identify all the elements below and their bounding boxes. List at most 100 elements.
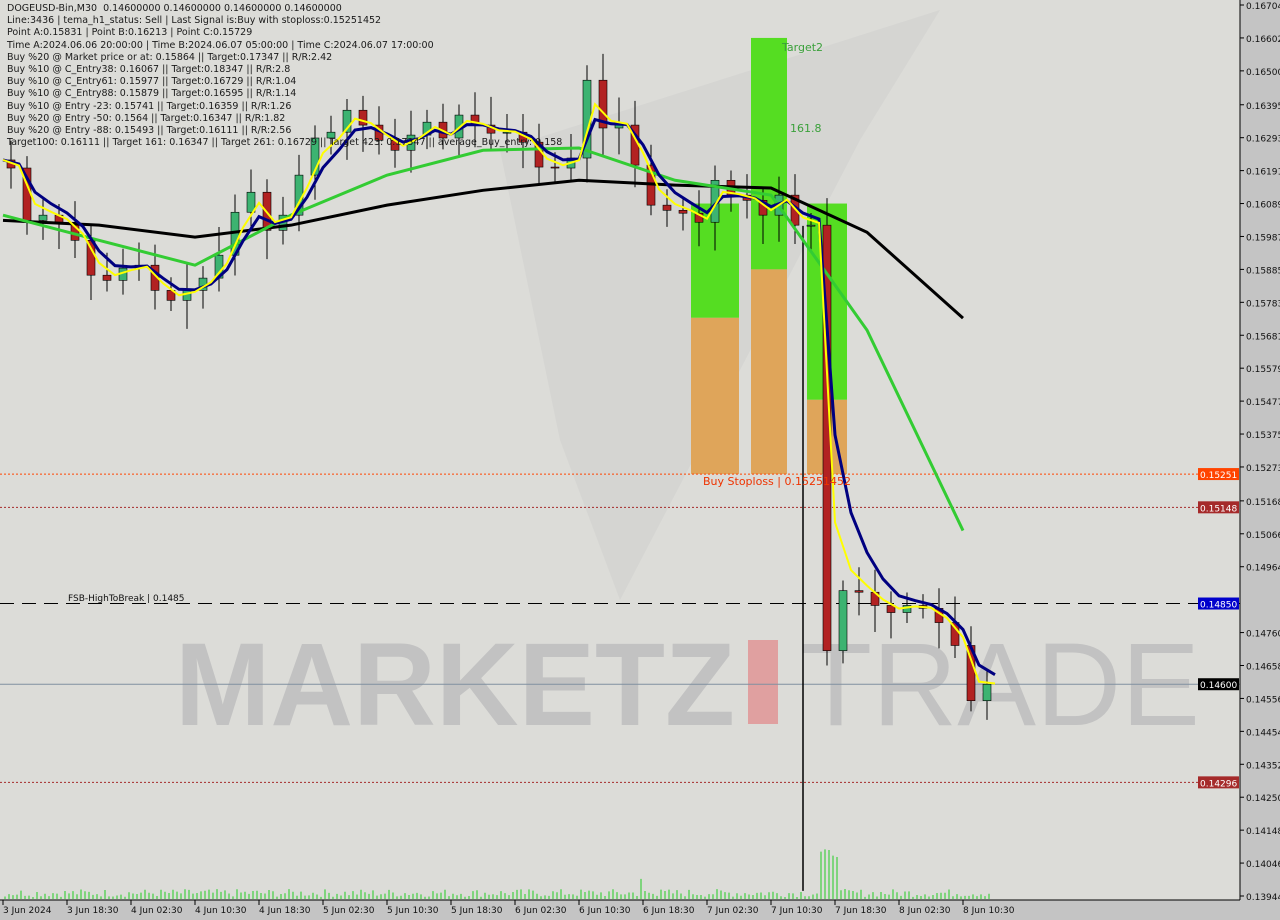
fib-label: 161.8: [790, 122, 822, 135]
candle: [982, 669, 992, 720]
price-level-tag-label: 0.14600: [1200, 681, 1237, 691]
x-tick-label: 4 Jun 10:30: [195, 906, 247, 916]
price-axis[interactable]: 0.16704 0.16602 0.16500 0.16395 0.16293 0.161…: [1240, 2, 1280, 903]
price-level-tag: [1198, 678, 1239, 691]
x-tick-label: 3 Jun 2024: [3, 906, 52, 916]
bull-candle-body: [182, 290, 192, 301]
y-tick-label: 0.14760: [1246, 630, 1280, 640]
y-tick-label: 0.15987: [1246, 233, 1280, 243]
price-level-tag-label: 0.15251: [1200, 471, 1237, 481]
x-tick-label: 7 Jun 18:30: [835, 906, 887, 916]
bull-candle-body: [342, 109, 352, 133]
time-axis[interactable]: 3 Jun 2024 3 Jun 18:30 4 Jun 02:30 4 Jun 10…: [2, 900, 1015, 916]
bull-candle-body: [326, 131, 336, 139]
price-level-tag-label: 0.14850: [1200, 601, 1237, 611]
candle: [326, 115, 336, 155]
y-tick-label: 0.14658: [1246, 663, 1280, 673]
info-line: Line:3436 | tema_h1_status: Sell | Last …: [7, 15, 382, 27]
x-tick-label: 6 Jun 10:30: [579, 906, 631, 916]
candle: [854, 567, 864, 616]
x-tick-label: 8 Jun 02:30: [899, 906, 951, 916]
info-line: Buy %20 @ Market price or at: 0.15864 ||…: [7, 51, 333, 63]
info-line: Buy %10 @ C_Entry88: 0.15879 || Target:0…: [7, 88, 297, 100]
fast-moving-average-line: [2, 117, 996, 676]
buy-stoploss-label: Buy Stoploss | 0.15251452: [703, 475, 851, 488]
y-tick-label: 0.16704: [1246, 2, 1280, 12]
bull-candle-body: [982, 683, 992, 701]
x-tick-label: 5 Jun 18:30: [451, 906, 503, 916]
price-level-tag: [1198, 468, 1239, 481]
info-line: DOGEUSD-Bin,M30 0.14600000 0.14600000 0.…: [7, 3, 342, 14]
y-tick-label: 0.15168: [1246, 498, 1280, 508]
y-tick-label: 0.16191: [1246, 168, 1280, 178]
bear-candle-body: [550, 166, 560, 169]
y-tick-label: 0.15579: [1246, 365, 1280, 375]
bull-candle-body: [38, 214, 48, 221]
y-tick-label: 0.15885: [1246, 266, 1280, 276]
x-tick-label: 5 Jun 10:30: [387, 906, 439, 916]
indicator-info-panel: DOGEUSD-Bin,M30 0.14600000 0.14600000 0.…: [7, 3, 562, 149]
y-tick-label: 0.16089: [1246, 201, 1280, 211]
y-tick-label: 0.14148: [1246, 827, 1280, 837]
candle: [358, 95, 368, 152]
info-line: Target100: 0.16111 || Target 161: 0.1634…: [7, 137, 563, 149]
bull-candle-body: [806, 224, 816, 227]
bear-candle-body: [598, 79, 608, 129]
bear-candle-body: [678, 210, 688, 214]
y-tick-label: 0.14250: [1246, 794, 1280, 804]
bear-candle-body: [358, 109, 368, 126]
bear-candle-body: [854, 590, 864, 593]
candle: [598, 53, 608, 157]
y-tick-label: 0.15273: [1246, 464, 1280, 474]
watermark-right: TRADE: [800, 619, 1200, 751]
target-zone: [751, 37, 787, 270]
bear-candle-body: [102, 274, 112, 281]
y-tick-label: 0.16602: [1246, 35, 1280, 45]
watermark-left: MARKETZ: [175, 619, 735, 751]
x-tick-label: 3 Jun 18:30: [67, 906, 119, 916]
price-level-tag: [1198, 501, 1239, 514]
info-line: Point A:0.15831 | Point B:0.16213 | Poin…: [7, 27, 253, 39]
info-line: Time A:2024.06.06 20:00:00 | Time B:2024…: [7, 39, 434, 51]
y-tick-label: 0.14454: [1246, 728, 1280, 738]
bull-candle-body: [502, 131, 512, 134]
watermark-bar: [748, 640, 778, 724]
y-tick-label: 0.15375: [1246, 431, 1280, 441]
bear-candle-body: [886, 605, 896, 613]
x-tick-label: 7 Jun 02:30: [707, 906, 759, 916]
x-tick-label: 6 Jun 02:30: [515, 906, 567, 916]
info-line: Buy %10 @ C_Entry38: 0.16067 || Target:0…: [7, 63, 291, 75]
candle: [502, 114, 512, 153]
y-tick-label: 0.15783: [1246, 299, 1280, 309]
y-tick-label: 0.16500: [1246, 68, 1280, 78]
long-moving-average-line: [2, 178, 965, 320]
info-line: Buy %20 @ Entry -88: 0.15493 || Target:0…: [7, 124, 292, 136]
candle: [678, 196, 688, 231]
candle: [838, 580, 848, 664]
x-tick-label: 8 Jun 10:30: [963, 906, 1015, 916]
y-tick-label: 0.16395: [1246, 102, 1280, 112]
y-tick-label: 0.13944: [1246, 893, 1280, 903]
mid-moving-average-line: [2, 146, 965, 532]
candle: [886, 591, 896, 639]
price-level-tag-label: 0.14296: [1200, 779, 1237, 789]
x-tick-label: 6 Jun 18:30: [643, 906, 695, 916]
bull-candle-body: [310, 137, 320, 176]
signal-line: [2, 102, 996, 685]
x-tick-label: 4 Jun 02:30: [131, 906, 183, 916]
y-tick-label: 0.14556: [1246, 695, 1280, 705]
target2-label: Target2: [781, 41, 823, 54]
bull-candle-body: [838, 590, 848, 651]
y-tick-label: 0.14352: [1246, 761, 1280, 771]
candle: [38, 196, 48, 240]
risk-zone: [751, 269, 787, 475]
y-tick-label: 0.14046: [1246, 860, 1280, 870]
x-tick-label: 5 Jun 02:30: [323, 906, 375, 916]
y-tick-label: 0.14964: [1246, 564, 1280, 574]
fsb-label: FSB-HighToBreak | 0.1485: [68, 594, 185, 604]
y-tick-label: 0.15066: [1246, 531, 1280, 541]
price-level-tag: [1198, 597, 1239, 610]
bear-candle-body: [662, 204, 672, 211]
info-line: Buy %10 @ C_Entry61: 0.15977 || Target:0…: [7, 76, 297, 88]
